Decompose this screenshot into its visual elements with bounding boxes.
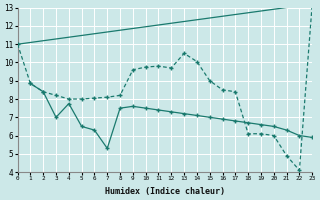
X-axis label: Humidex (Indice chaleur): Humidex (Indice chaleur) (105, 187, 225, 196)
